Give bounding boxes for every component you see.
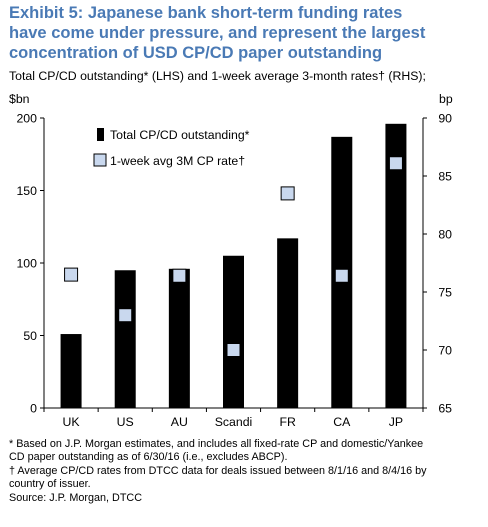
bar-chart: $bn bp 0 50 100 150 200 65 70 75 80 85 90 UK US AU Scand… [9, 92, 453, 429]
left-tick-label: 100 [16, 257, 37, 271]
legend-label: Total CP/CD outstanding* [110, 128, 250, 142]
bar [168, 268, 190, 408]
x-tick-label: FR [279, 415, 296, 429]
right-tick-label: 90 [438, 112, 452, 126]
footnotes: * Based on J.P. Morgan estimates, and in… [9, 438, 483, 505]
bar [114, 270, 136, 408]
bar [223, 255, 244, 408]
footnote-line: † Average CP/CD rates from DTCC data for… [9, 464, 427, 477]
x-tick-label: CA [333, 415, 351, 429]
footnote-line: * Based on J.P. Morgan estimates, and in… [9, 438, 424, 450]
left-tick-label: 150 [16, 184, 37, 198]
rate-marker [64, 267, 79, 282]
right-tick-label: 80 [438, 228, 452, 242]
bar [277, 238, 299, 408]
bar [385, 123, 407, 409]
legend-marker-swatch [93, 153, 107, 167]
x-tick-label: JP [389, 415, 403, 429]
footnote-line: country of issuer. [9, 478, 91, 491]
x-tick-label: US [117, 415, 134, 429]
rate-marker [172, 268, 187, 283]
left-tick-label: 200 [16, 112, 37, 126]
title-line: concentration of USD CP/CD paper outstan… [9, 44, 383, 62]
legend-label: 1-week avg 3M CP rate† [110, 154, 245, 168]
legend-bar-swatch [97, 128, 104, 141]
chart-title: Exhibit 5: Japanese bank short-term fund… [9, 3, 485, 63]
right-tick-label: 65 [438, 402, 452, 416]
rate-marker [388, 156, 403, 171]
right-axis-title: bp [439, 92, 453, 106]
title-line: have come under pressure, and represent … [9, 24, 426, 42]
title-line: Exhibit 5: Japanese bank short-term fund… [9, 4, 403, 22]
x-tick-label: Scandi [215, 415, 253, 429]
footnote-line: CD paper outstanding as of 6/30/16 (i.e.… [9, 451, 288, 464]
chart-subtitle: Total CP/CD outstanding* (LHS) and 1-wee… [9, 69, 426, 83]
rate-marker [226, 343, 241, 357]
right-tick-label: 70 [438, 344, 452, 358]
left-tick-label: 50 [23, 329, 37, 343]
right-tick-label: 75 [438, 286, 452, 300]
x-tick-label: UK [63, 415, 81, 429]
left-axis-title: $bn [9, 92, 30, 106]
rate-marker [118, 308, 133, 323]
x-tick-label: AU [171, 415, 188, 429]
rate-marker [334, 268, 349, 283]
rate-marker [280, 186, 295, 201]
right-tick-label: 85 [438, 170, 452, 184]
left-tick-label: 0 [30, 402, 37, 416]
source-line: Source: J.P. Morgan, DTCC [9, 491, 143, 504]
bar [60, 334, 82, 408]
